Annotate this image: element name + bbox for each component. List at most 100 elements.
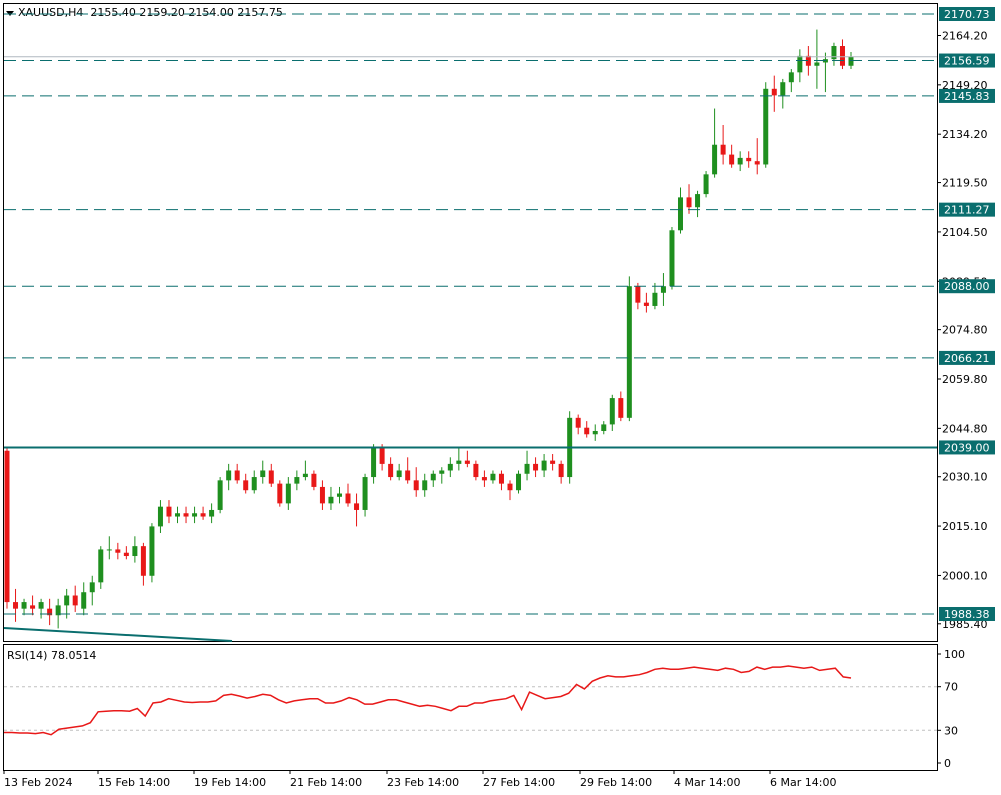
candle-body (81, 592, 87, 609)
candle-body (379, 447, 385, 464)
candle-body (268, 470, 274, 484)
level-price-label: 2145.83 (944, 90, 990, 103)
candle-body (336, 493, 342, 497)
rsi-line (4, 665, 852, 736)
level-price-label: 2066.21 (944, 352, 990, 365)
time-axis-label: 4 Mar 14:00 (674, 776, 740, 789)
price-axis-label: 2059.80 (942, 373, 988, 386)
candle-body (643, 302, 649, 306)
candle-body (405, 470, 411, 481)
candle-body (754, 161, 760, 165)
candle-body (609, 398, 615, 425)
candle-body (541, 460, 547, 471)
candle-body (89, 582, 95, 593)
rsi-axis-label: 70 (944, 681, 958, 694)
candle-body (226, 470, 232, 481)
candle-body (362, 477, 368, 510)
price-axis-label: 2104.50 (942, 226, 988, 239)
candle-body (814, 62, 820, 66)
candle-body (55, 605, 61, 616)
symbol-dropdown-icon[interactable] (6, 10, 14, 16)
candle-body (149, 526, 155, 576)
candle-body (106, 549, 112, 551)
candle-body (771, 88, 777, 96)
level-price-label: 2039.00 (944, 441, 990, 454)
level-price-tag (939, 279, 995, 294)
price-axis-label: 2134.20 (942, 128, 988, 141)
candle-body (592, 430, 598, 435)
candle-body (209, 509, 215, 517)
candle-body (618, 398, 624, 418)
candle-body (575, 417, 581, 428)
candle-body (695, 194, 701, 208)
candle-body (788, 72, 794, 83)
trendline (3, 627, 233, 642)
level-price-tag (939, 53, 995, 68)
candle-body (175, 513, 181, 517)
candle-body (115, 549, 121, 553)
candle-body (38, 602, 44, 609)
candle-body (584, 427, 590, 435)
candle-body (652, 292, 658, 306)
candle-body (430, 473, 436, 481)
candle-body (720, 144, 726, 155)
candle-body (183, 513, 189, 517)
candle-body (277, 483, 283, 504)
candle-body (285, 483, 291, 504)
level-price-tag (939, 440, 995, 455)
candle-body (439, 470, 445, 474)
candle-body (319, 486, 325, 504)
candle-body (251, 477, 257, 491)
price-axis-label: 2044.80 (942, 422, 988, 435)
chart-header: XAUUSD,H4 2155.40 2159.20 2154.00 2157.7… (6, 6, 283, 19)
candle-body (550, 460, 556, 464)
candle-body (396, 470, 402, 478)
candle-body (712, 144, 718, 175)
candle-body (473, 463, 479, 478)
candle-body (217, 480, 223, 510)
candle-body (763, 88, 769, 165)
level-price-tag (939, 350, 995, 365)
candle-body (533, 463, 539, 471)
candle-body (729, 154, 735, 165)
candle-body (447, 463, 453, 471)
candle-body (157, 506, 163, 527)
rsi-axis-label: 30 (944, 724, 958, 737)
candle-body (660, 286, 666, 293)
candle-body (345, 493, 351, 504)
candle-body (746, 157, 752, 162)
level-price-tag (939, 7, 995, 21)
candle-body (371, 447, 377, 478)
price-axis-label: 2164.20 (942, 29, 988, 42)
candle-body (737, 157, 743, 165)
price-axis-label: 2000.10 (942, 569, 988, 582)
price-axis-label: 2015.10 (942, 520, 988, 533)
level-price-tag (939, 202, 995, 217)
candle-body (294, 477, 300, 484)
candle-body (47, 608, 53, 616)
candle-body (422, 480, 428, 491)
rsi-panel-frame (3, 644, 938, 771)
price-axis-label: 2119.50 (942, 177, 988, 190)
level-price-label: 1988.38 (944, 608, 990, 621)
candle-body (354, 503, 360, 510)
rsi-axis-label: 100 (944, 648, 965, 661)
candle-body (464, 460, 470, 464)
level-price-label: 2088.00 (944, 280, 990, 293)
time-axis-label: 21 Feb 14:00 (290, 776, 362, 789)
candle-body (686, 197, 692, 208)
ohlc-values: 2155.40 2159.20 2154.00 2157.75 (90, 6, 283, 19)
level-price-tag (939, 88, 995, 103)
candle-body (848, 56, 854, 66)
symbol-timeframe: XAUUSD,H4 (18, 6, 84, 19)
time-axis-label: 23 Feb 14:00 (387, 776, 459, 789)
candle-body (243, 480, 249, 491)
price-axis-label: 2074.80 (942, 324, 988, 337)
level-price-label: 2156.59 (944, 55, 990, 68)
candle-body (388, 463, 394, 478)
main-chart-frame (3, 3, 938, 642)
candle-body (4, 450, 10, 603)
time-axis-label: 29 Feb 14:00 (580, 776, 652, 789)
price-axis-label: 2030.10 (942, 471, 988, 484)
